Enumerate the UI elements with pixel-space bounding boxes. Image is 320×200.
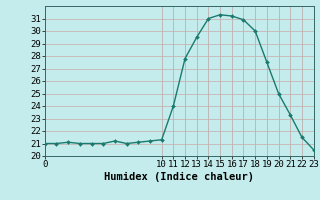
X-axis label: Humidex (Indice chaleur): Humidex (Indice chaleur) — [104, 172, 254, 182]
